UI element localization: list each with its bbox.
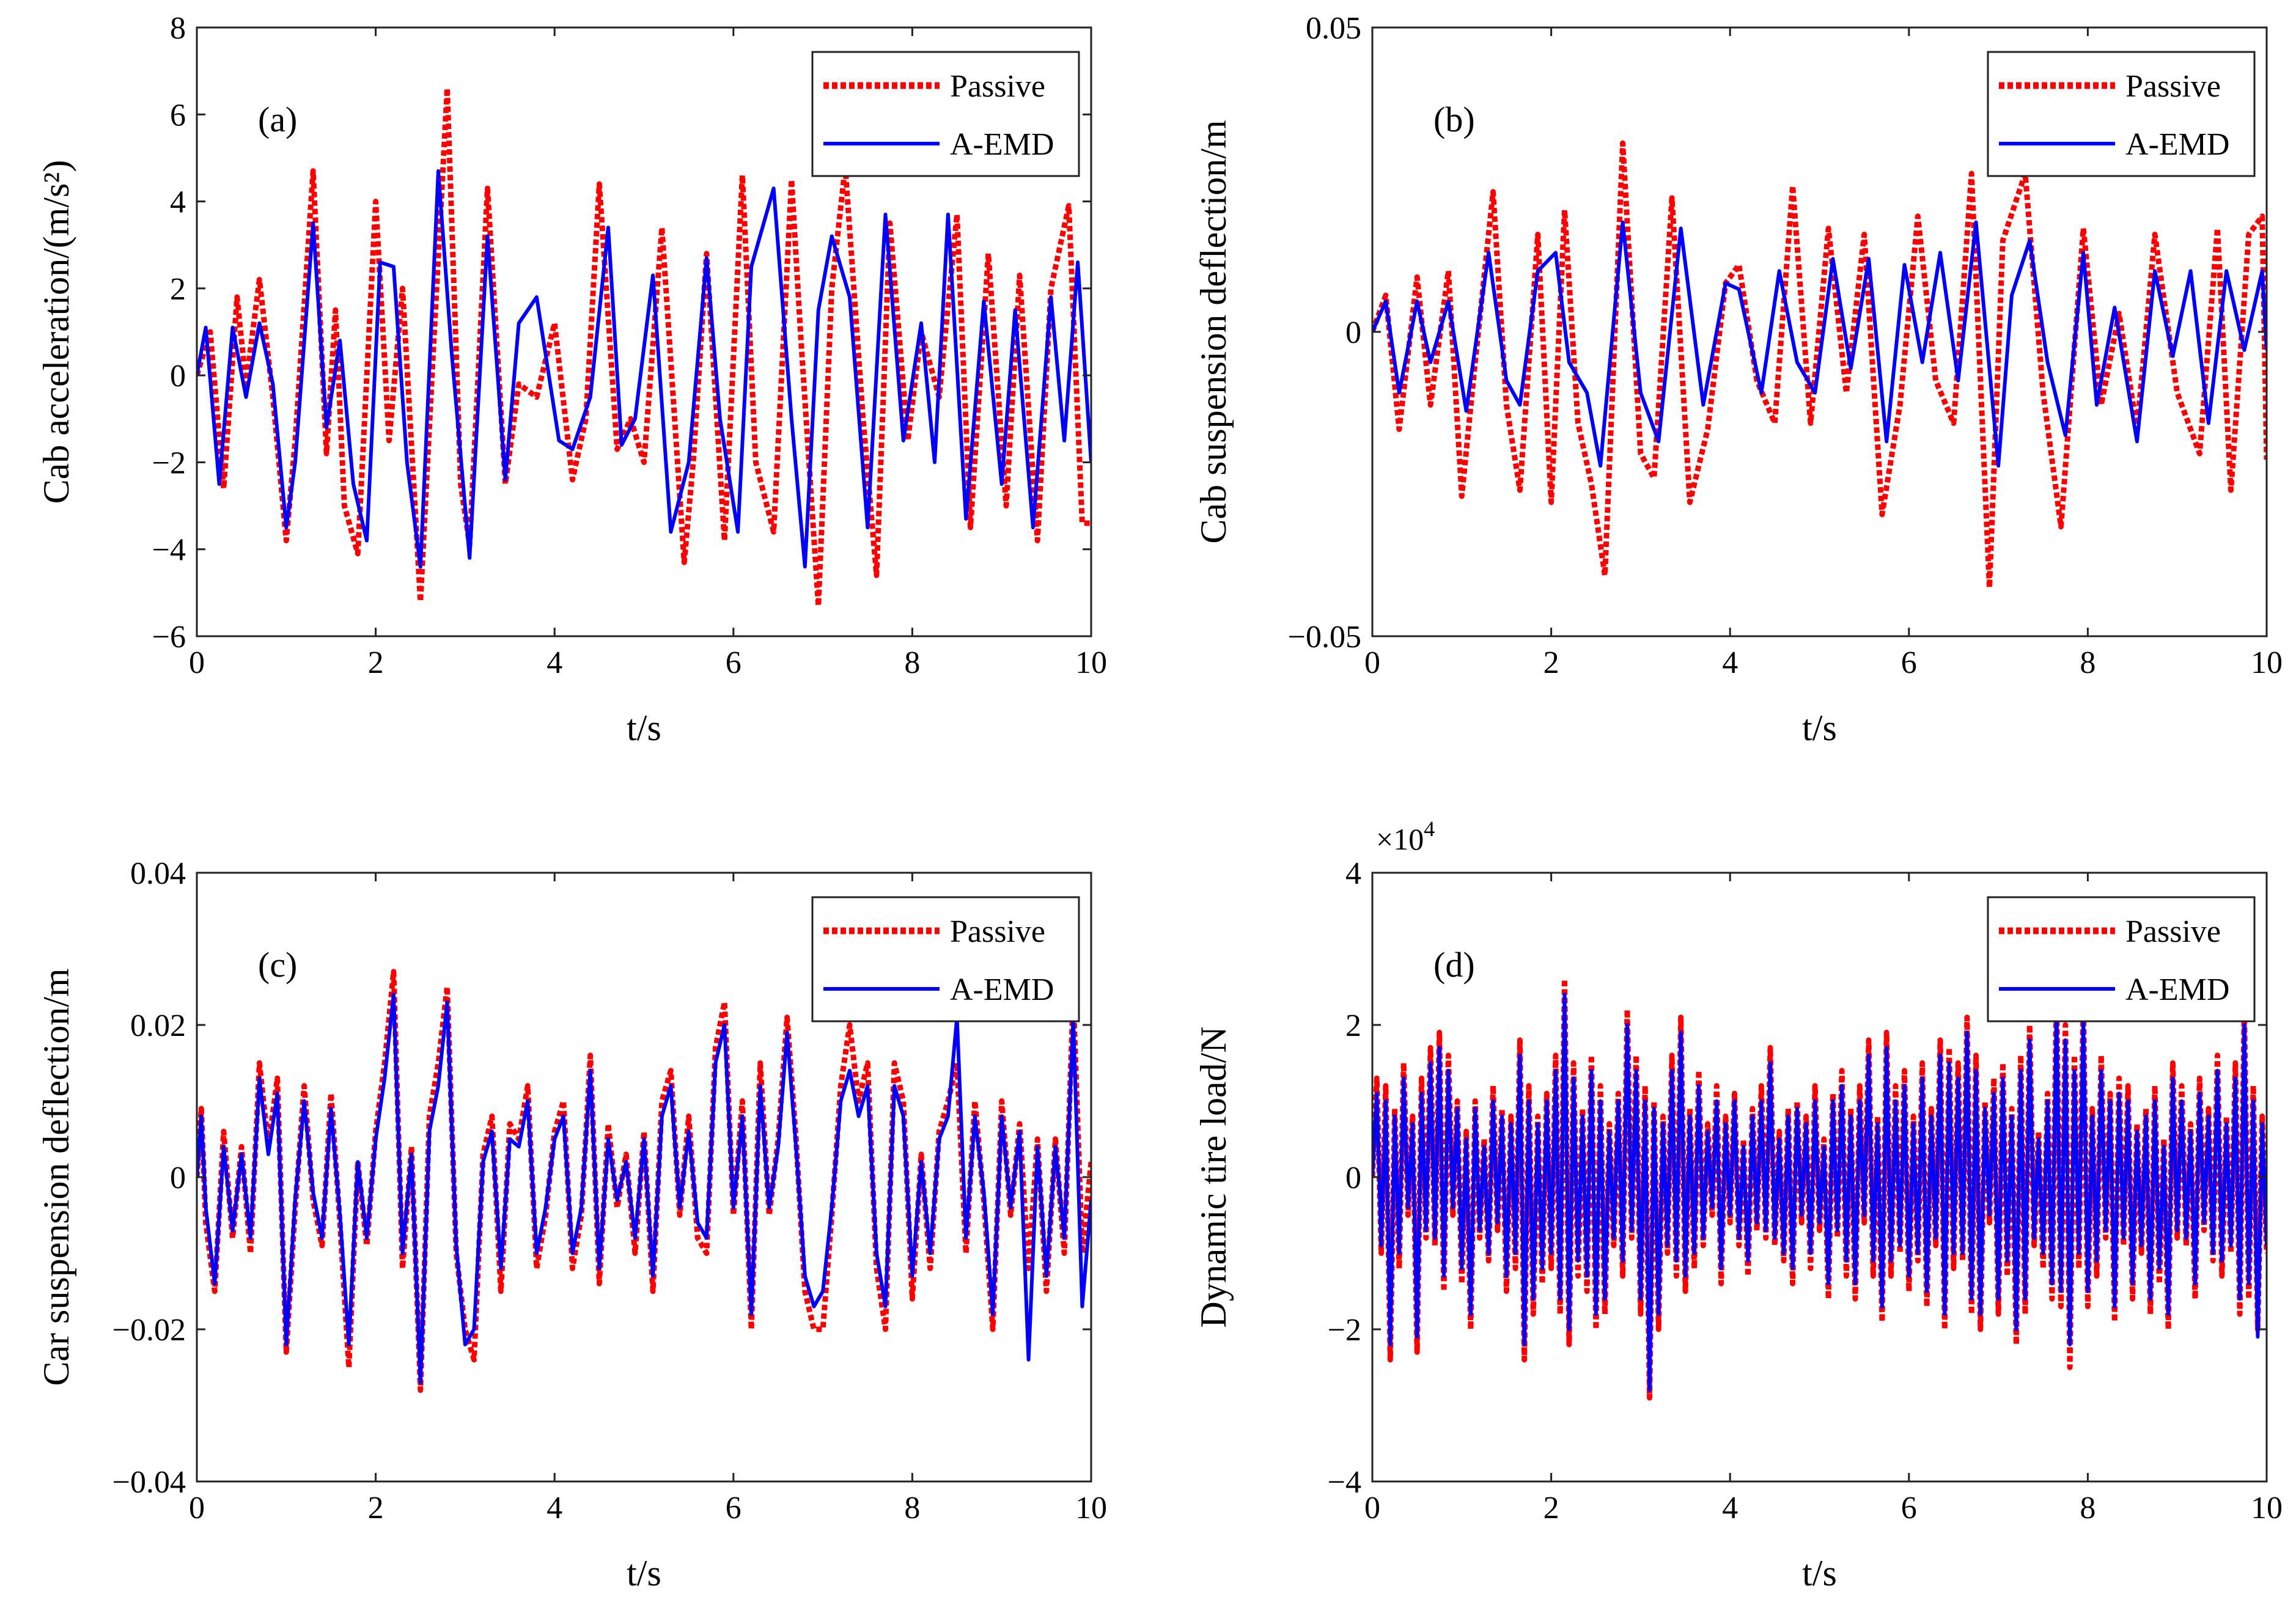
x-tick-label: 10 — [1075, 1491, 1107, 1525]
series-group — [1372, 140, 2267, 590]
series-group — [197, 86, 1091, 609]
x-axis-label: t/s — [627, 1553, 661, 1593]
series-group — [1372, 976, 2267, 1401]
series-line-passive — [1372, 140, 2267, 590]
y-tick-label: 0.04 — [130, 856, 186, 891]
x-tick-label: 4 — [546, 645, 562, 680]
x-tick-label: 0 — [189, 645, 205, 680]
panel-c: 0 2 4 6 8 10 −0.04 −0.02 0 0.02 0.04 t/s Car suspens… — [36, 856, 1107, 1593]
y-tick-label: −4 — [152, 533, 186, 568]
x-tick-label: 4 — [1722, 1491, 1738, 1525]
x-tick-label: 2 — [368, 1491, 384, 1525]
panel-a: 0 2 4 6 8 10 −6 −4 −2 0 2 4 6 8 t/s Cab acceleration/(m… — [36, 11, 1107, 748]
y-tick-label: 0.02 — [130, 1008, 186, 1043]
legend-box — [1987, 51, 2256, 177]
legend-box — [811, 51, 1080, 177]
series-line-aemd — [197, 993, 1091, 1385]
y-tick-label: −6 — [152, 620, 186, 655]
x-axis-label: t/s — [627, 708, 661, 748]
y-tick-label: −0.05 — [1288, 620, 1361, 655]
axes-frame — [196, 26, 1092, 637]
x-tick-label: 10 — [2251, 645, 2283, 680]
y-axis-label: Cab suspension deflection/m — [1193, 120, 1234, 543]
x-tick-label: 10 — [2251, 1491, 2283, 1525]
y-tick-label: 0.05 — [1306, 11, 1361, 46]
y-tick-label: −0.02 — [112, 1313, 186, 1348]
y-tick-label: −0.04 — [112, 1465, 186, 1500]
y-tick-label: 0 — [1345, 1161, 1361, 1195]
y-tick-label: −2 — [152, 446, 186, 480]
axis-exponent: ×104 — [1376, 817, 1435, 856]
x-tick-label: 6 — [726, 1491, 741, 1525]
axis-exponent-power: 4 — [1424, 817, 1435, 841]
y-tick-label: −4 — [1328, 1465, 1361, 1500]
x-tick-label: 4 — [1722, 645, 1738, 680]
y-tick-label: 4 — [170, 185, 186, 220]
x-tick-label: 8 — [2080, 645, 2095, 680]
panel-letter: (c) — [258, 945, 297, 985]
series-line-aemd — [1372, 220, 2267, 468]
x-tick-label: 4 — [546, 1491, 562, 1525]
series-line-passive — [197, 86, 1091, 609]
y-tick-label: 0 — [1345, 315, 1361, 350]
x-axis-label: t/s — [1802, 1553, 1837, 1593]
legend-label-aemd: A-EMD — [2125, 972, 2229, 1007]
series-group — [197, 969, 1091, 1393]
x-axis-label: t/s — [1802, 708, 1837, 748]
y-axis-label: Car suspension deflection/m — [36, 968, 76, 1386]
x-tick-label: 0 — [189, 1491, 205, 1525]
legend-label-aemd: A-EMD — [2125, 127, 2229, 162]
y-tick-label: 2 — [1345, 1008, 1361, 1043]
y-tick-label: 2 — [170, 272, 186, 307]
y-tick-label: 8 — [170, 11, 186, 46]
x-tick-label: 0 — [1364, 1491, 1380, 1525]
x-tick-label: 6 — [1901, 645, 1917, 680]
y-tick-label: 0 — [170, 359, 186, 394]
panel-letter: (b) — [1433, 100, 1475, 139]
y-tick-label: 4 — [1345, 856, 1361, 891]
legend-box — [1987, 896, 2256, 1022]
legend-label-passive: Passive — [2125, 914, 2221, 949]
legend-label-passive: Passive — [950, 69, 1045, 104]
x-tick-label: 2 — [1544, 1491, 1559, 1525]
y-tick-label: −2 — [1328, 1313, 1361, 1348]
x-tick-label: 10 — [1075, 645, 1107, 680]
panel-letter: (a) — [258, 100, 297, 139]
legend-box — [811, 896, 1080, 1022]
x-tick-label: 6 — [1901, 1491, 1917, 1525]
x-tick-label: 0 — [1364, 645, 1380, 680]
x-tick-label: 8 — [904, 1491, 920, 1525]
legend-label-aemd: A-EMD — [950, 127, 1054, 162]
x-tick-label: 2 — [368, 645, 384, 680]
y-axis-label: Dynamic tire load/N — [1193, 1026, 1234, 1327]
legend-label-aemd: A-EMD — [950, 972, 1054, 1007]
legend-label-passive: Passive — [2125, 69, 2221, 104]
panel-letter: (d) — [1433, 945, 1475, 985]
x-tick-label: 2 — [1544, 645, 1559, 680]
x-tick-label: 6 — [726, 645, 741, 680]
legend-label-passive: Passive — [950, 914, 1045, 949]
y-tick-label: 6 — [170, 98, 186, 133]
y-tick-label: 0 — [170, 1161, 186, 1195]
x-tick-label: 8 — [904, 645, 920, 680]
x-tick-label: 8 — [2080, 1491, 2095, 1525]
y-axis-label: Cab acceleration/(m/s²) — [36, 160, 76, 504]
series-line-aemd — [197, 169, 1091, 569]
series-line-aemd — [1372, 993, 2267, 1392]
